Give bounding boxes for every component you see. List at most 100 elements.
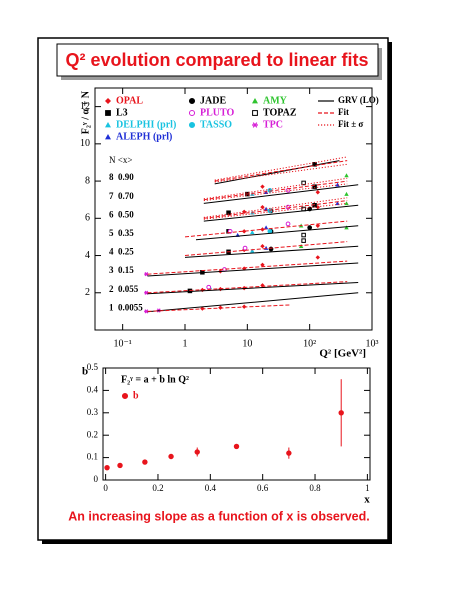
marker — [315, 255, 320, 260]
marker — [117, 462, 123, 469]
legend-label: JADE — [200, 95, 226, 106]
y-tick-label: 0.5 — [87, 362, 99, 372]
marker — [267, 228, 273, 234]
marker — [105, 134, 111, 140]
row-x: 0.0055 — [118, 302, 143, 312]
x-tick-label: 1 — [365, 483, 370, 493]
legend-label: TASSO — [200, 119, 232, 130]
legend-label: TPC — [263, 119, 283, 130]
row-n: 3 — [109, 265, 114, 275]
x-tick-label: 0.4 — [205, 483, 217, 493]
y-axis-label: b — [82, 366, 88, 378]
y-tick-label: 12 — [80, 101, 90, 112]
marker — [188, 109, 196, 117]
x-tick-label: 1 — [182, 338, 187, 349]
frame — [37, 37, 389, 541]
marker — [252, 98, 258, 104]
row-n: 8 — [109, 172, 114, 182]
marker — [241, 209, 247, 214]
legend-label: PLUTO — [200, 107, 234, 118]
legend-label: OPAL — [116, 95, 143, 106]
y-tick-label: 0.3 — [87, 407, 99, 417]
marker — [312, 162, 317, 167]
row-x: 0.50 — [118, 209, 134, 219]
legend-label: DELPHI (prl) — [116, 119, 176, 130]
marker — [252, 110, 258, 116]
marker — [260, 184, 265, 189]
marker — [263, 225, 269, 230]
fit-line — [147, 160, 359, 313]
legend-label: ALEPH (prl) — [116, 131, 172, 142]
marker — [252, 122, 258, 128]
marker — [233, 443, 240, 450]
title-box — [56, 43, 379, 77]
marker — [263, 206, 269, 211]
x-axis-label: Q² [GeV²] — [319, 348, 366, 360]
y-tick-label: 0.2 — [87, 429, 98, 439]
slide-title: Q² evolution compared to linear fits — [65, 50, 368, 70]
marker — [105, 110, 111, 116]
marker — [315, 190, 320, 195]
x-tick-label: 10 — [242, 338, 252, 349]
legend-label: TOPAZ — [263, 107, 297, 118]
marker — [260, 262, 265, 268]
marker — [242, 245, 248, 251]
marker — [104, 464, 110, 471]
y-tick-label: 0.1 — [87, 452, 98, 462]
plot-frame — [102, 367, 371, 481]
x-tick-label: 10⁻¹ — [114, 338, 132, 349]
legend-label: Fit — [338, 107, 349, 117]
x-tick-label: 0 — [103, 483, 108, 493]
x-tick-label: 10² — [303, 338, 316, 349]
marker — [335, 182, 340, 187]
legend-label: L3 — [116, 107, 128, 118]
row-x: 0.90 — [118, 172, 134, 182]
marker — [344, 191, 349, 196]
marker — [338, 410, 344, 416]
marker — [260, 227, 265, 232]
row-x: 0.35 — [118, 228, 134, 238]
marker — [260, 204, 265, 210]
marker — [121, 392, 129, 400]
row-x: 0.15 — [118, 265, 134, 275]
marker — [285, 221, 291, 227]
row-n: 1 — [109, 302, 114, 312]
marker — [301, 238, 306, 243]
legend-label: GRV (LO) — [338, 95, 379, 105]
legend-label: AMY — [263, 95, 288, 106]
fit-line — [147, 160, 348, 312]
row-n: 5 — [109, 228, 114, 238]
y-tick-label: 8 — [85, 175, 90, 186]
x-tick-label: 0.2 — [152, 483, 163, 493]
row-n: 6 — [109, 209, 114, 219]
y-tick-label: 10 — [80, 138, 90, 149]
marker — [315, 223, 320, 228]
marker — [286, 450, 292, 456]
marker — [260, 244, 265, 249]
row-n: 2 — [109, 284, 114, 294]
marker — [105, 98, 111, 104]
plot-frame — [94, 87, 373, 331]
y-tick-label: 2 — [85, 287, 90, 298]
row-n: 4 — [109, 247, 114, 257]
marker — [206, 284, 212, 290]
marker — [307, 225, 313, 230]
caption: An increasing slope as a function of x i… — [68, 509, 369, 523]
y-axis-label: F₂ᵞ / α + N — [80, 90, 91, 134]
marker — [301, 180, 306, 186]
marker — [142, 459, 148, 465]
row-n: 7 — [109, 191, 114, 201]
fit-line — [203, 156, 348, 220]
marker — [344, 173, 349, 178]
marker — [241, 229, 247, 234]
marker — [105, 122, 111, 128]
marker — [301, 232, 306, 238]
y-tick-label: 6 — [85, 213, 90, 224]
marker — [250, 248, 255, 253]
marker — [188, 121, 196, 129]
y-tick-label: 0 — [94, 474, 99, 484]
marker — [301, 206, 306, 212]
formula: F₂ᵞ = a + b ln Q² — [121, 374, 189, 385]
rows-header: N <x> — [109, 155, 132, 165]
